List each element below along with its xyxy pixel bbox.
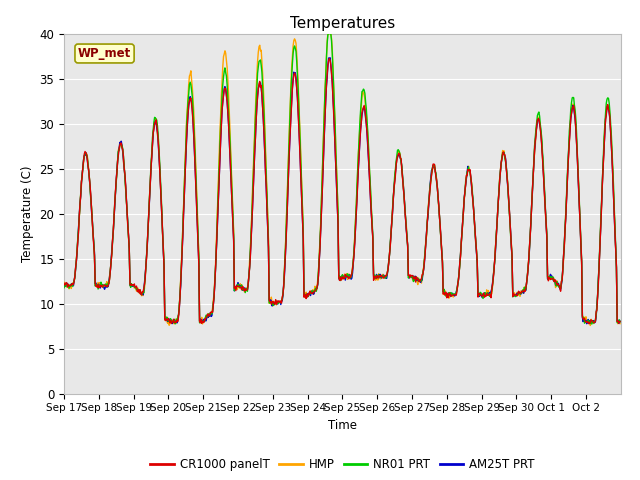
Y-axis label: Temperature (C): Temperature (C) [21, 165, 34, 262]
Title: Temperatures: Temperatures [290, 16, 395, 31]
Legend: CR1000 panelT, HMP, NR01 PRT, AM25T PRT: CR1000 panelT, HMP, NR01 PRT, AM25T PRT [145, 454, 540, 476]
Text: WP_met: WP_met [78, 47, 131, 60]
X-axis label: Time: Time [328, 419, 357, 432]
